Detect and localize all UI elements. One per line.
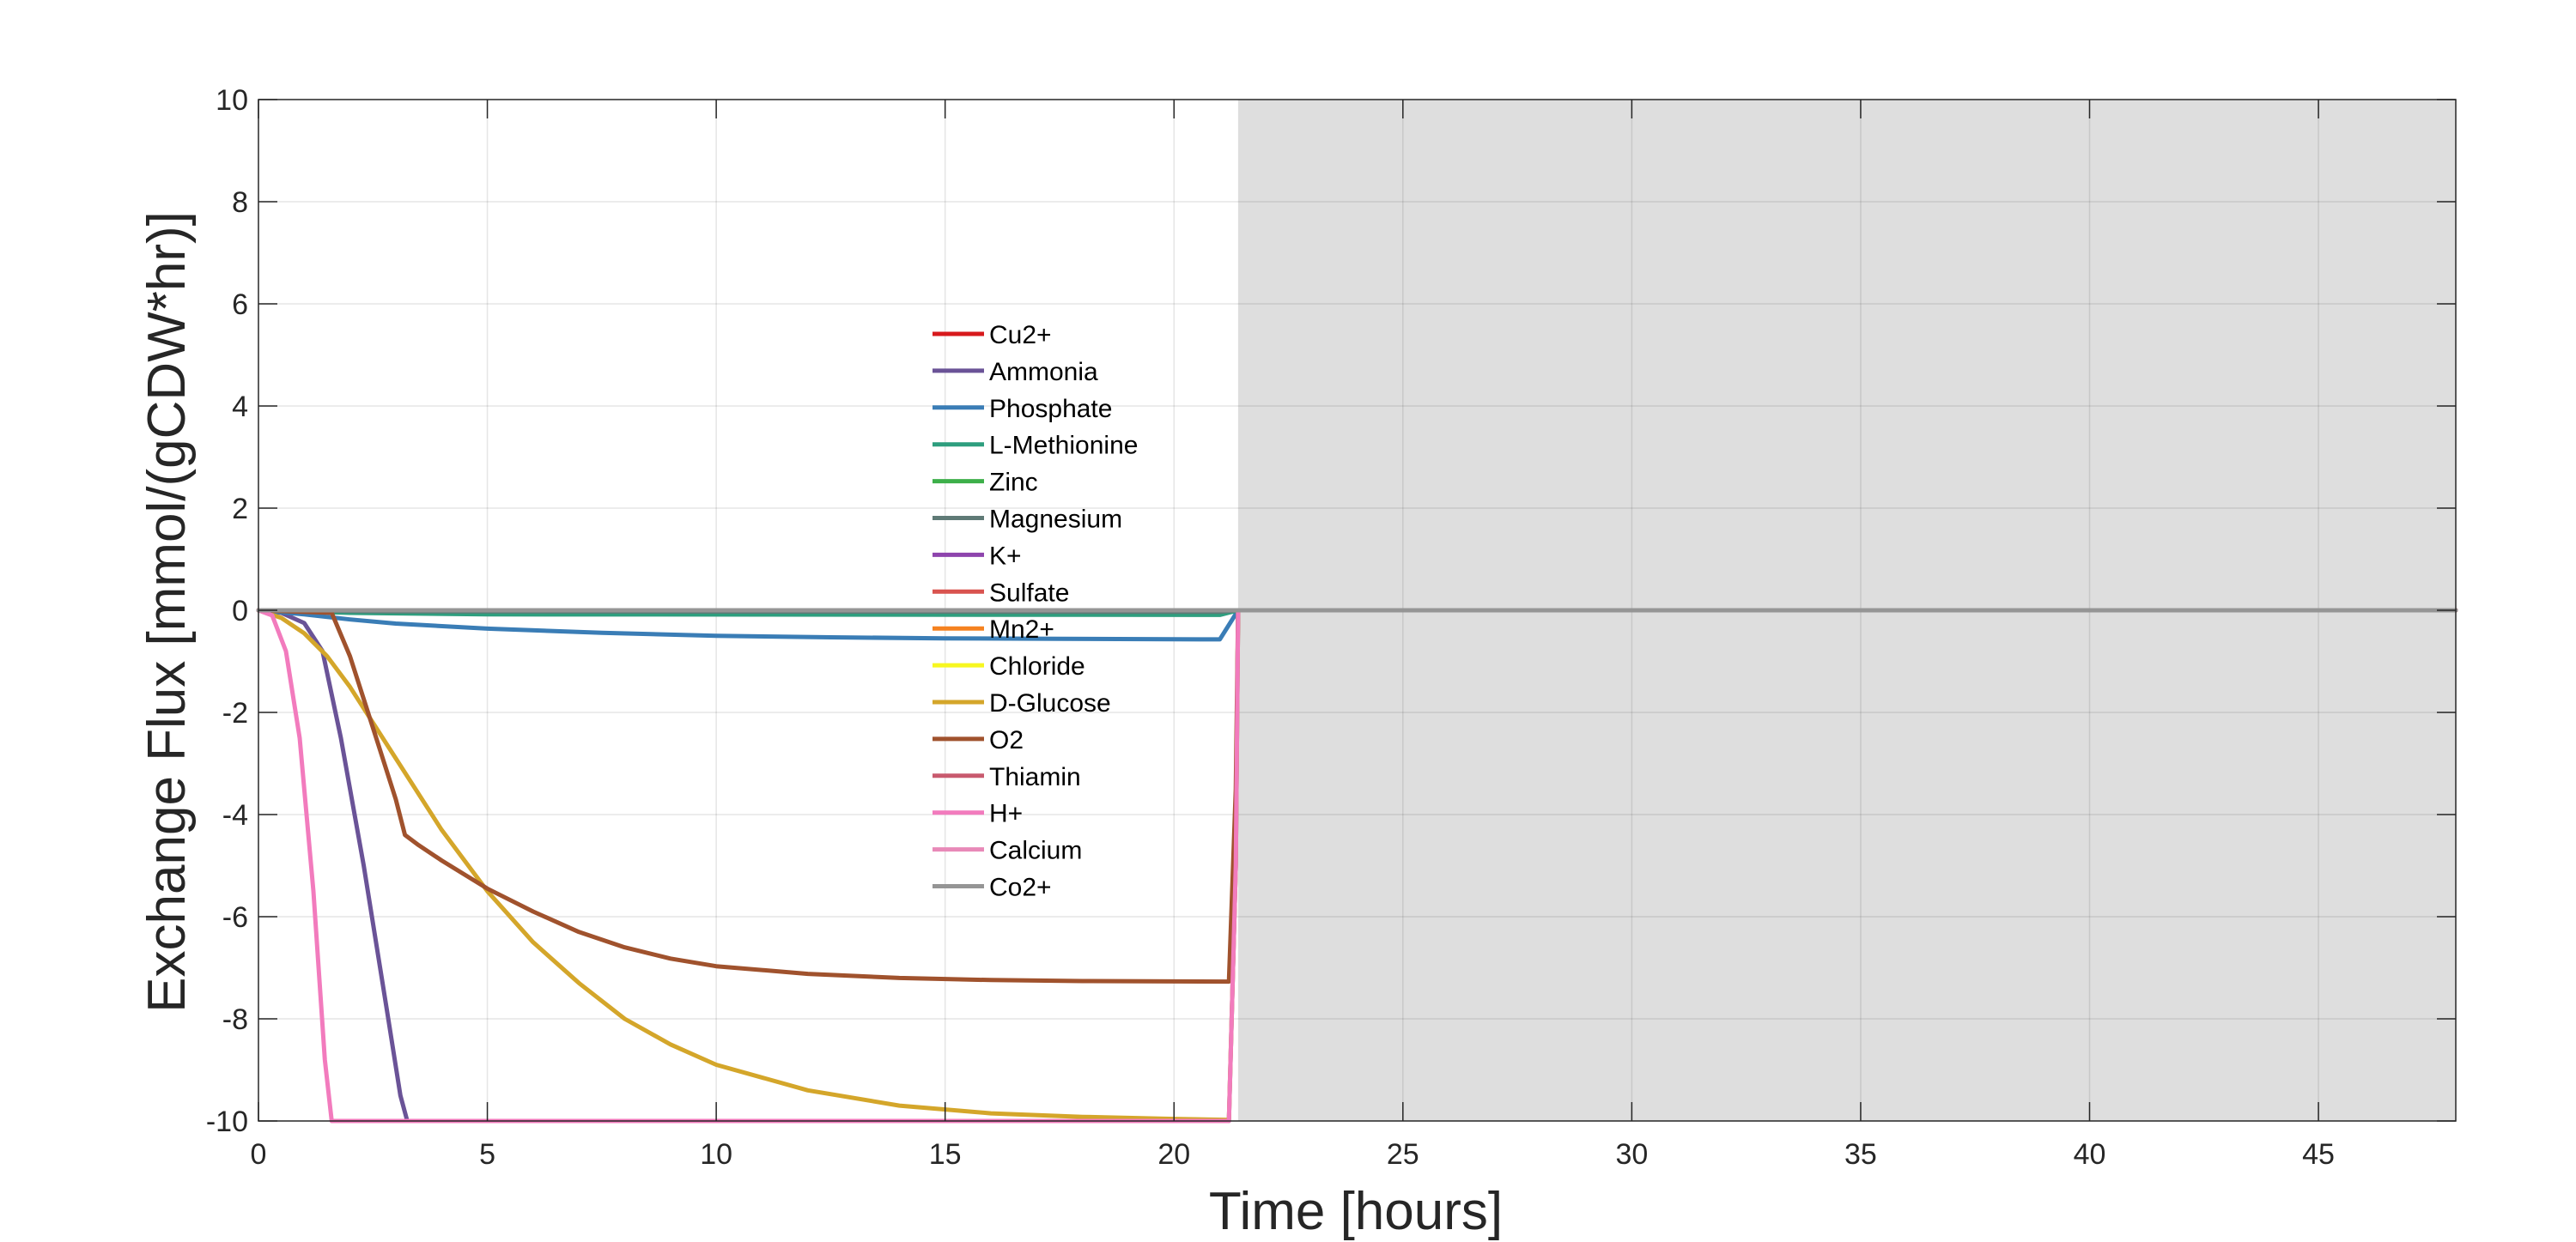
legend-label: Ammonia	[989, 358, 1098, 386]
x-axis-title: Time [hours]	[1209, 1182, 1503, 1241]
legend-item: D-Glucose	[933, 689, 1111, 718]
x-tick-label: 10	[700, 1138, 732, 1171]
y-tick-label: 10	[216, 84, 248, 117]
legend-item: Chloride	[933, 652, 1085, 681]
y-tick-label: -6	[222, 901, 248, 934]
series-line-o2	[256, 608, 2458, 985]
series-line-phosphate	[256, 608, 2458, 642]
y-tick-label: -8	[222, 1003, 248, 1036]
x-tick-label: 25	[1387, 1138, 1419, 1171]
y-tick-label: 0	[232, 595, 248, 627]
y-tick-label: -4	[222, 799, 248, 832]
legend-label: Mn2+	[989, 615, 1054, 644]
legend-label: H+	[989, 800, 1023, 828]
x-tick-label: 30	[1615, 1138, 1648, 1171]
legend-item: K+	[933, 542, 1022, 570]
legend-label: Magnesium	[989, 506, 1122, 534]
legend-item: Calcium	[933, 837, 1082, 865]
legend-label: L-Methionine	[989, 432, 1138, 460]
x-tick-label: 20	[1157, 1138, 1190, 1171]
y-tick-label: 4	[232, 391, 248, 423]
legend-label: Chloride	[989, 652, 1085, 681]
y-axis-title: Exchange Flux [mmol/(gCDW*hr)]	[137, 211, 197, 1013]
legend-label: Calcium	[989, 837, 1082, 865]
legend-item: L-Methionine	[933, 432, 1138, 460]
y-tick-label: 2	[232, 493, 248, 525]
x-tick-label: 45	[2302, 1138, 2335, 1171]
legend-label: Cu2+	[989, 321, 1052, 349]
legend-item: Magnesium	[933, 506, 1122, 534]
legend-label: Phosphate	[989, 395, 1112, 423]
x-axis-ticks: 0 5 10 15 20 25 30 35 40 45	[251, 100, 2335, 1171]
y-tick-label: 6	[232, 288, 248, 321]
y-tick-label: 8	[232, 186, 248, 219]
legend-item: Cu2+	[933, 321, 1052, 349]
legend-label: Thiamin	[989, 763, 1081, 791]
x-tick-label: 5	[479, 1138, 495, 1171]
legend-item: Ammonia	[933, 358, 1098, 386]
legend-item: Co2+	[933, 874, 1052, 902]
y-tick-label: -10	[206, 1106, 248, 1138]
legend-label: K+	[989, 542, 1022, 570]
legend-item: Zinc	[933, 469, 1038, 497]
x-tick-label: 15	[929, 1138, 962, 1171]
legend-label: Co2+	[989, 874, 1052, 902]
series-lines	[256, 608, 2458, 1124]
series-line-h-	[256, 608, 2458, 1124]
legend-label: Zinc	[989, 469, 1038, 497]
x-tick-label: 35	[1844, 1138, 1877, 1171]
legend-item: Phosphate	[933, 395, 1112, 423]
legend-label: O2	[989, 726, 1024, 754]
legend-item: Mn2+	[933, 615, 1054, 644]
legend-item: O2	[933, 726, 1024, 754]
y-tick-label: -2	[222, 697, 248, 730]
legend-item: Thiamin	[933, 763, 1081, 791]
legend-label: Sulfate	[989, 579, 1069, 607]
legend-item: H+	[933, 800, 1023, 828]
y-axis-ticks: -10 -8 -6 -4 -2 0 2 4 6 8 10	[206, 84, 2456, 1138]
legend: Cu2+ Ammonia Phosphate L-Methionine Zinc Magn…	[933, 321, 1138, 902]
legend-label: D-Glucose	[989, 689, 1111, 718]
x-tick-label: 40	[2074, 1138, 2106, 1171]
legend-item: Sulfate	[933, 579, 1069, 607]
x-tick-label: 0	[251, 1138, 267, 1171]
